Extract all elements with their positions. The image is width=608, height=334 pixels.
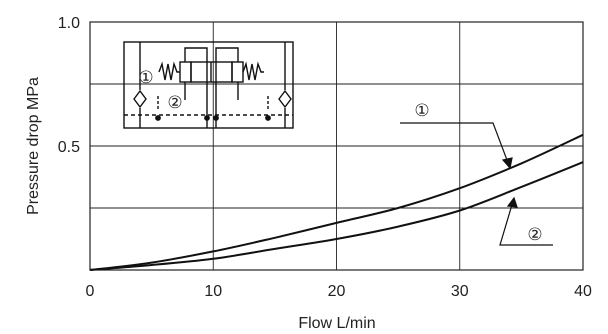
- tick-labels: 0 10 20 30 40 0.5 1.0: [58, 15, 592, 300]
- callout-label-2: ②: [527, 225, 542, 244]
- series-line-2: [89, 161, 584, 271]
- x-tick-label-1: 10: [204, 283, 222, 300]
- x-tick-label-4: 40: [574, 283, 592, 300]
- callout-2-arrowhead: [506, 196, 518, 208]
- x-tick-label-3: 30: [451, 283, 469, 300]
- y-tick-label-2: 1.0: [58, 15, 80, 32]
- hydraulic-circuit-icon: [123, 41, 294, 129]
- y-axis-title: Pressure drop MPa: [25, 77, 42, 215]
- x-tick-label-0: 0: [86, 283, 95, 300]
- inset-label-2: ②: [167, 93, 182, 112]
- callout-leaders: [400, 122, 553, 246]
- callout-1-leader: [400, 122, 511, 169]
- callout-2-leader: [499, 197, 553, 246]
- series-line-1: [89, 133, 584, 271]
- inset-label-1: ①: [138, 68, 153, 87]
- y-tick-label-1: 0.5: [58, 139, 80, 156]
- callout-label-1: ①: [414, 101, 429, 120]
- callout-1-arrowhead: [501, 157, 513, 170]
- data-series: [89, 133, 584, 271]
- x-axis-title: Flow L/min: [298, 315, 375, 332]
- circuit-outline: [123, 41, 294, 129]
- x-tick-label-2: 20: [328, 283, 346, 300]
- chart-grid: [89, 21, 584, 271]
